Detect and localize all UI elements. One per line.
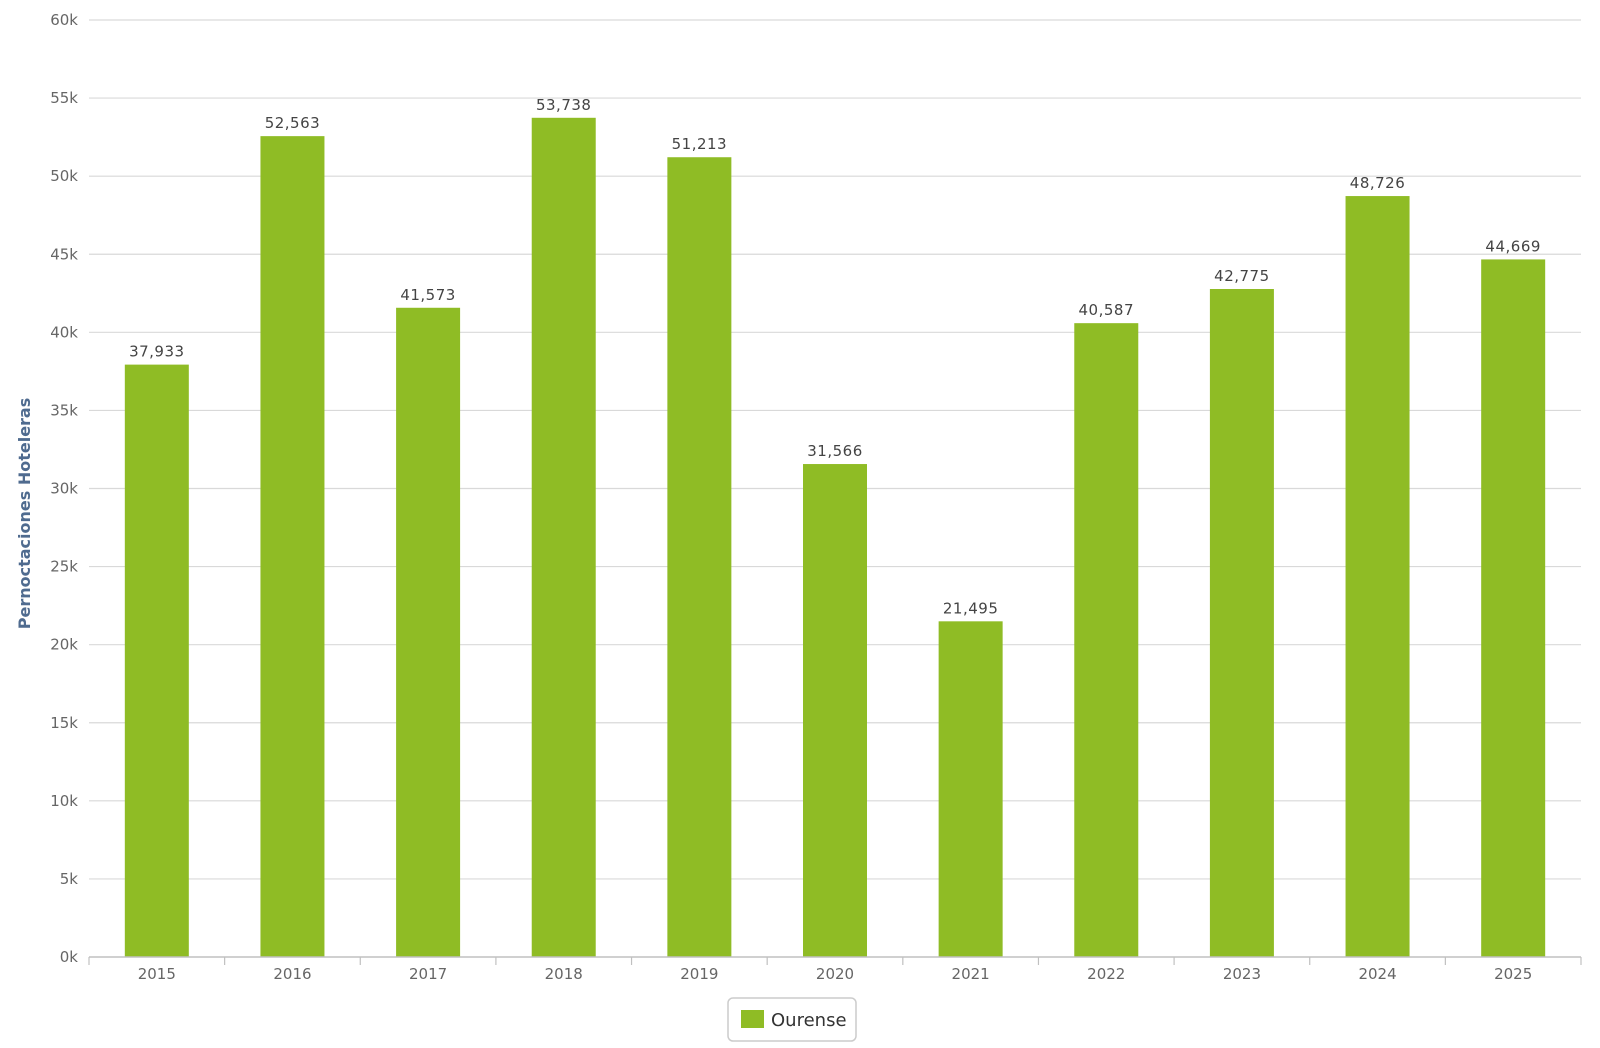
y-tick-label: 0k	[60, 948, 79, 966]
y-tick-label: 60k	[50, 11, 78, 29]
bar-2024	[1345, 196, 1410, 957]
x-tick-label: 2021	[952, 965, 990, 983]
legend-swatch-icon	[741, 1010, 764, 1028]
bar-2025	[1481, 259, 1546, 957]
x-tick-label: 2020	[816, 965, 854, 983]
x-tick-label: 2015	[138, 965, 176, 983]
data-label: 21,495	[943, 599, 999, 617]
bars	[124, 117, 1546, 958]
bar-2021	[938, 621, 1003, 957]
data-label: 40,587	[1079, 301, 1135, 319]
y-tick-label: 10k	[50, 792, 78, 810]
y-tick-label: 55k	[50, 89, 78, 107]
legend-box[interactable]	[727, 997, 857, 1042]
y-axis-title: Pernoctaciones Hoteleras	[15, 398, 34, 630]
data-label: 37,933	[129, 343, 185, 361]
legend-item-label[interactable]: Ourense	[771, 1010, 847, 1031]
y-tick-label: 30k	[50, 480, 78, 498]
y-tick-label: 20k	[50, 636, 78, 654]
x-tick-label: 2018	[545, 965, 583, 983]
data-label: 51,213	[672, 135, 728, 153]
x-tick-label: 2016	[273, 965, 311, 983]
data-label: 31,566	[807, 442, 863, 460]
x-tick-label: 2022	[1087, 965, 1125, 983]
y-axis-ticks: 0k 5k 10k 15k 20k 25k 30k 35k 40k 45k 50k 55k 60k	[50, 11, 78, 966]
y-tick-label: 40k	[50, 323, 78, 341]
x-tick-label: 2025	[1494, 965, 1532, 983]
data-label: 41,573	[400, 286, 456, 304]
y-tick-label: 25k	[50, 558, 78, 576]
bar-2022	[1074, 323, 1139, 957]
y-tick-label: 50k	[50, 167, 78, 185]
bar-2016	[260, 136, 325, 958]
x-tick-label: 2024	[1358, 965, 1396, 983]
x-axis: 2015 2016 2017 2018 2019 2020 2021 2022 2023 2024…	[88, 956, 1582, 983]
bar-2018	[531, 117, 596, 957]
data-labels: 37,933 52,563 41,573 53,738 51,213 31,566 21,4…	[129, 96, 1541, 618]
bar-2019	[667, 157, 732, 958]
y-tick-label: 15k	[50, 714, 78, 732]
bar-2015	[124, 364, 189, 957]
data-label: 42,775	[1214, 267, 1270, 285]
x-tick-label: 2019	[680, 965, 718, 983]
data-label: 48,726	[1350, 174, 1406, 192]
y-tick-label: 35k	[50, 401, 78, 419]
x-tick-label: 2023	[1223, 965, 1261, 983]
x-tick-label: 2017	[409, 965, 447, 983]
data-label: 52,563	[265, 114, 321, 132]
bar-2017	[396, 307, 461, 957]
bar-2023	[1209, 288, 1274, 957]
legend[interactable]: Ourense	[727, 997, 857, 1042]
y-tick-label: 5k	[60, 870, 79, 888]
data-label: 44,669	[1485, 237, 1541, 255]
y-tick-label: 45k	[50, 245, 78, 263]
bar-2020	[803, 464, 867, 957]
data-label: 53,738	[536, 96, 592, 114]
